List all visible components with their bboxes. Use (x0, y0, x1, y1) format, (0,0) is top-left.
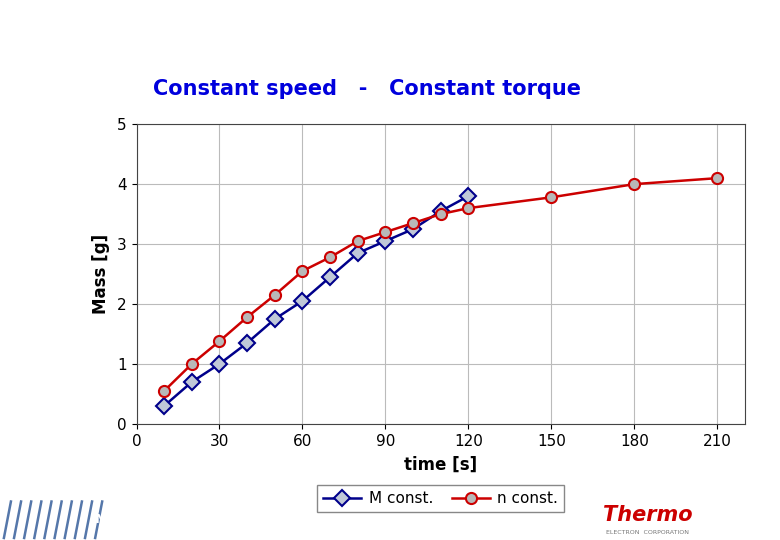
n const. (463, 205, 473, 211)
n const. (381, 229, 390, 235)
n const. (187, 361, 197, 367)
Line: M const.: M const. (158, 191, 474, 411)
M const. (243, 340, 252, 346)
X-axis label: time [s]: time [s] (404, 456, 477, 474)
n const. (298, 268, 307, 274)
M const. (298, 298, 307, 304)
n const. (270, 292, 279, 298)
M const. (159, 403, 168, 409)
M const. (270, 316, 279, 322)
Line: n const.: n const. (158, 173, 723, 396)
M const. (215, 361, 224, 367)
Text: Comparison of output:: Comparison of output: (222, 21, 558, 46)
n const. (325, 254, 335, 260)
n const. (353, 238, 363, 244)
Text: Constant speed   -   Constant torque: Constant speed - Constant torque (153, 79, 580, 99)
n const. (409, 220, 418, 226)
n const. (713, 175, 722, 181)
n const. (436, 211, 445, 217)
Text: ELECTRON  CORPORATION: ELECTRON CORPORATION (606, 530, 689, 535)
M const. (187, 379, 197, 385)
n const. (243, 314, 252, 320)
n const. (629, 181, 639, 187)
M const. (463, 193, 473, 199)
n const. (215, 338, 224, 345)
M const. (409, 226, 418, 232)
Text: Thermo: Thermo (603, 505, 692, 525)
M const. (353, 250, 363, 256)
Legend: M const., n const.: M const., n const. (317, 485, 565, 512)
M const. (436, 208, 445, 214)
M const. (381, 238, 390, 244)
M const. (325, 274, 335, 280)
n const. (159, 388, 168, 394)
Text: Material Characterization: Material Characterization (95, 513, 287, 526)
n const. (547, 194, 556, 200)
Y-axis label: Mass [g]: Mass [g] (92, 234, 110, 314)
